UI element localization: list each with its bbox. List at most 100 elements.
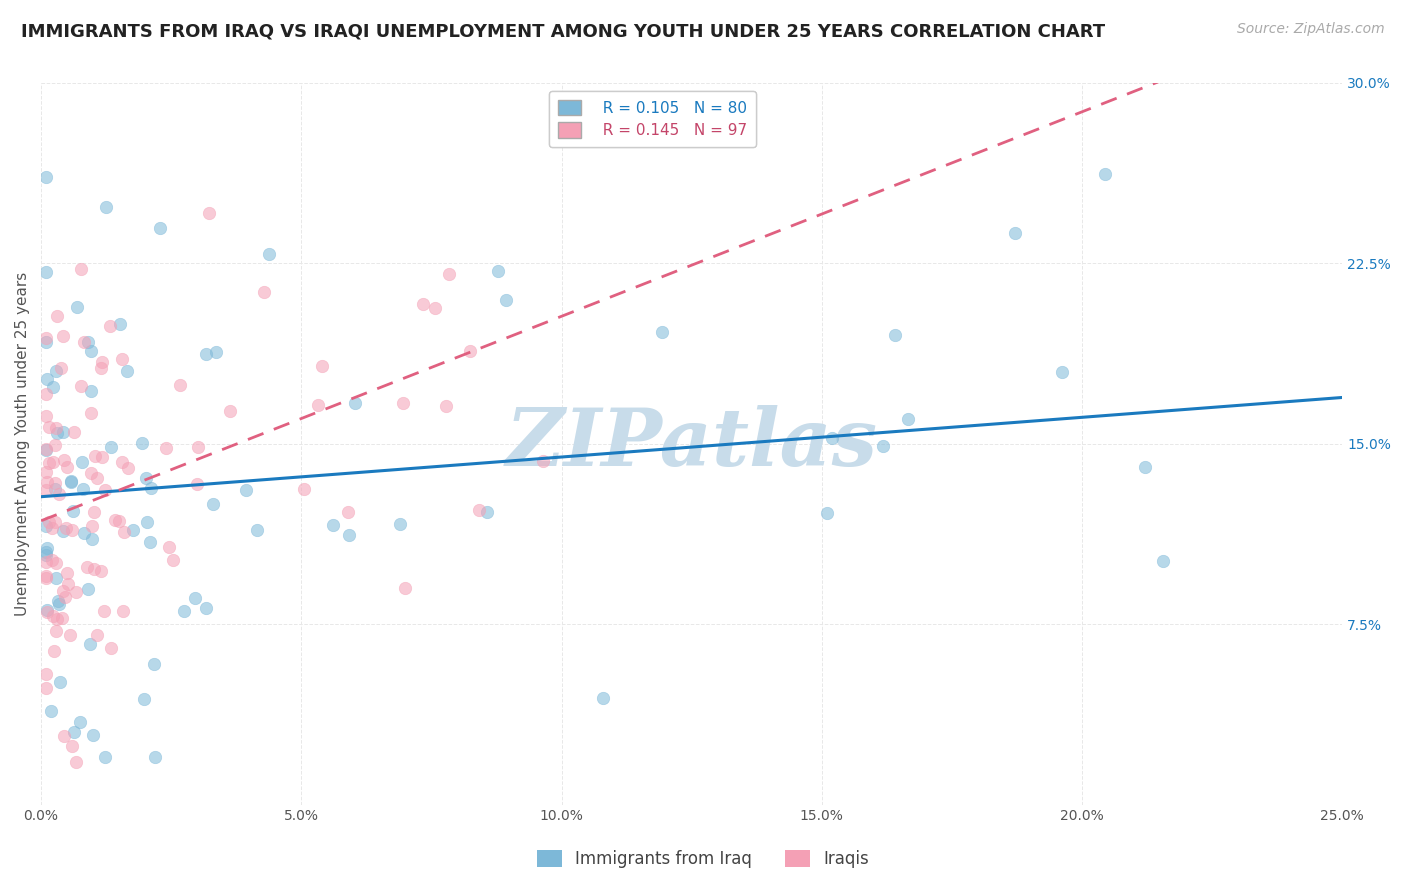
Point [93,603,115,617]
Point [592,690,614,705]
Point [883,328,905,343]
Text: IMMIGRANTS FROM IRAQ VS IRAQI UNEMPLOYMENT AMONG YOUTH UNDER 25 YEARS CORRELATIO: IMMIGRANTS FROM IRAQ VS IRAQI UNEMPLOYME… [21,22,1105,40]
Point [322,518,344,533]
Point [35,519,58,533]
Point [65,300,87,314]
Point [48,487,70,501]
Point [90,564,112,578]
Point [157,540,180,554]
Point [38,515,60,529]
Point [72,334,94,349]
Point [486,264,509,278]
Point [337,528,360,542]
Point [80,406,103,420]
Point [38,456,60,470]
Text: Source: ZipAtlas.com: Source: ZipAtlas.com [1237,22,1385,37]
Point [94,749,117,764]
Point [205,345,228,359]
Point [475,505,498,519]
Point [41,380,63,394]
Point [80,466,103,480]
Point [100,640,122,655]
Point [394,581,416,595]
Point [90,361,112,376]
Point [195,347,218,361]
Legend: Immigrants from Iraq, Iraqis: Immigrants from Iraq, Iraqis [530,843,876,875]
Point [45,364,67,378]
Point [112,524,135,539]
Point [73,526,96,541]
Point [37,371,59,385]
Point [55,521,77,535]
Point [412,297,434,311]
Point [51,611,73,625]
Point [173,604,195,618]
Point [52,425,75,440]
Y-axis label: Unemployment Among Youth under 25 years: Unemployment Among Youth under 25 years [15,272,30,615]
Point [458,343,481,358]
Point [82,728,104,742]
Point [53,590,76,604]
Point [143,749,166,764]
Point [70,261,93,276]
Point [307,398,329,412]
Point [149,221,172,235]
Point [56,566,79,580]
Point [35,169,58,184]
Point [86,471,108,485]
Point [83,449,105,463]
Point [135,515,157,529]
Point [531,453,554,467]
Point [52,524,75,539]
Point [311,359,333,373]
Point [195,601,218,615]
Point [35,386,58,401]
Point [35,568,58,582]
Point [35,443,58,458]
Point [86,628,108,642]
Point [83,562,105,576]
Point [872,439,894,453]
Point [76,334,98,349]
Point [184,591,207,605]
Point [198,205,221,219]
Point [35,666,58,681]
Point [42,609,65,624]
Point [45,624,67,638]
Point [35,483,58,497]
Point [46,309,69,323]
Point [98,319,121,334]
Point [257,247,280,261]
Point [65,756,87,770]
Point [495,293,517,308]
Point [41,521,63,535]
Point [344,396,367,410]
Point [35,545,58,559]
Point [45,420,67,434]
Point [186,476,208,491]
Point [59,474,82,488]
Point [63,725,86,739]
Point [72,482,94,496]
Point [69,379,91,393]
Point [111,351,134,366]
Point [219,404,242,418]
Point [1133,459,1156,474]
Point [37,603,59,617]
Point [37,475,59,489]
Point [115,364,138,378]
Point [41,553,63,567]
Point [35,409,58,424]
Point [91,354,114,368]
Point [45,571,67,585]
Point [52,329,75,343]
Text: ZIPatlas: ZIPatlas [506,405,877,483]
Point [117,461,139,475]
Point [46,612,69,626]
Point [42,455,65,469]
Point [246,523,269,537]
Point [253,285,276,299]
Point [235,483,257,497]
Point [62,523,84,537]
Point [49,361,72,376]
